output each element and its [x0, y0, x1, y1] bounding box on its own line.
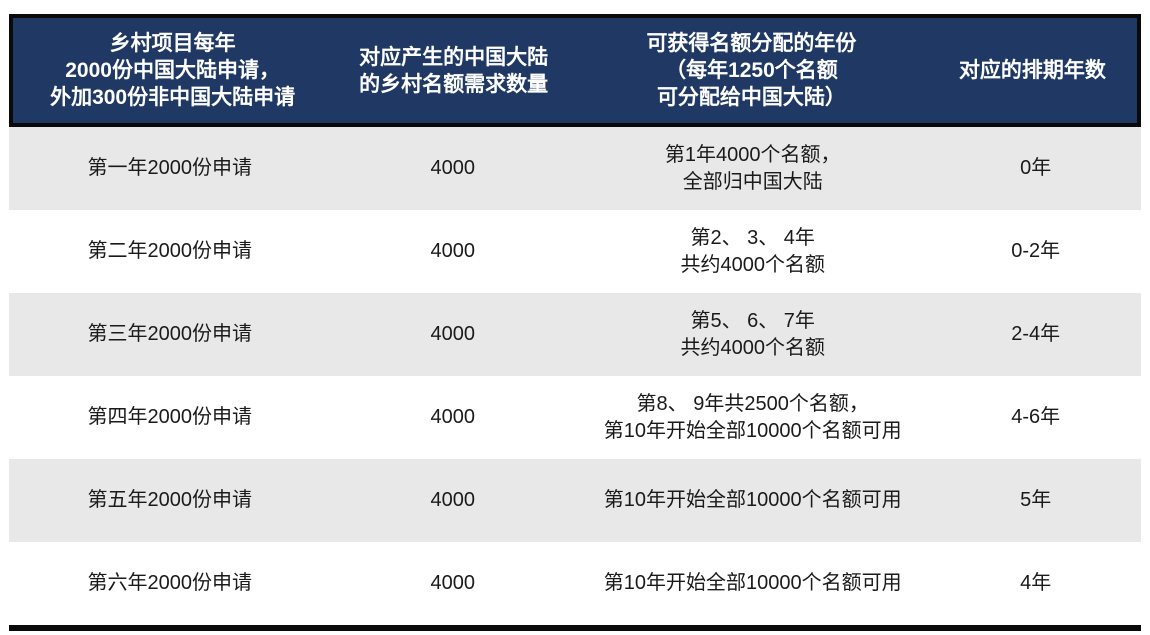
table-row-year1: 第一年2000份申请 4000 第1年4000个名额， 全部归中国大陆 0年 — [9, 127, 1141, 210]
table-cell: 第2、 3、 4年 共约4000个名额 — [680, 226, 825, 276]
table-cell: 4000 — [430, 157, 475, 179]
table-cell: 4000 — [430, 406, 475, 428]
table-row-year6: 第六年2000份申请 4000 第10年开始全部10000个名额可用 4年 — [9, 542, 1141, 625]
table-cell: 4000 — [430, 489, 475, 511]
table-row-year4: 第四年2000份申请 4000 第8、 9年共2500个名额， 第10年开始全部… — [9, 376, 1141, 459]
table-cell: 4000 — [430, 323, 475, 345]
table-row-year5: 第五年2000份申请 4000 第10年开始全部10000个名额可用 5年 — [9, 459, 1141, 542]
table-cell: 5年 — [1020, 489, 1052, 511]
table-cell: 第一年2000份申请 — [87, 157, 252, 179]
table-cell: 第5、 6、 7年 共约4000个名额 — [680, 309, 825, 359]
table-row-year2: 第二年2000份申请 4000 第2、 3、 4年 共约4000个名额 0-2年 — [9, 210, 1141, 293]
table-cell: 4-6年 — [1011, 406, 1061, 428]
table-cell: 0年 — [1020, 157, 1052, 179]
quota-allocation-table: 乡村项目每年 2000份中国大陆申请， 外加300份非中国大陆申请 对应产生的中… — [9, 14, 1141, 631]
table-cell: 第三年2000份申请 — [87, 323, 252, 345]
table-cell: 第四年2000份申请 — [87, 406, 252, 428]
table-cell: 第10年开始全部10000个名额可用 — [603, 572, 902, 594]
table-cell: 2-4年 — [1011, 323, 1061, 345]
table-cell: 4000 — [430, 572, 475, 594]
table-cell: 第10年开始全部10000个名额可用 — [603, 489, 902, 511]
table-row-year3: 第三年2000份申请 4000 第5、 6、 7年 共约4000个名额 2-4年 — [9, 293, 1141, 376]
table-cell: 4000 — [430, 240, 475, 262]
table-cell: 4年 — [1020, 572, 1052, 594]
header-cell-backlog-years: 对应的排期年数 — [958, 59, 1106, 82]
table-cell: 0-2年 — [1011, 240, 1061, 262]
header-cell-demand: 对应产生的中国大陆 的乡村名额需求数量 — [359, 45, 549, 96]
table-cell: 第8、 9年共2500个名额， 第10年开始全部10000个名额可用 — [603, 392, 902, 442]
header-cell-allocation-years: 可获得名额分配的年份 （每年1250个名额 可分配给中国大陆） — [646, 32, 857, 109]
table-cell: 第六年2000份申请 — [87, 572, 252, 594]
table-cell: 第1年4000个名额， 全部归中国大陆 — [664, 143, 841, 193]
table-cell: 第五年2000份申请 — [87, 489, 252, 511]
bottom-rule — [9, 625, 1141, 631]
table-cell: 第二年2000份申请 — [87, 240, 252, 262]
table-header-row: 乡村项目每年 2000份中国大陆申请， 外加300份非中国大陆申请 对应产生的中… — [9, 14, 1141, 127]
header-cell-applications: 乡村项目每年 2000份中国大陆申请， 外加300份非中国大陆申请 — [50, 32, 296, 109]
